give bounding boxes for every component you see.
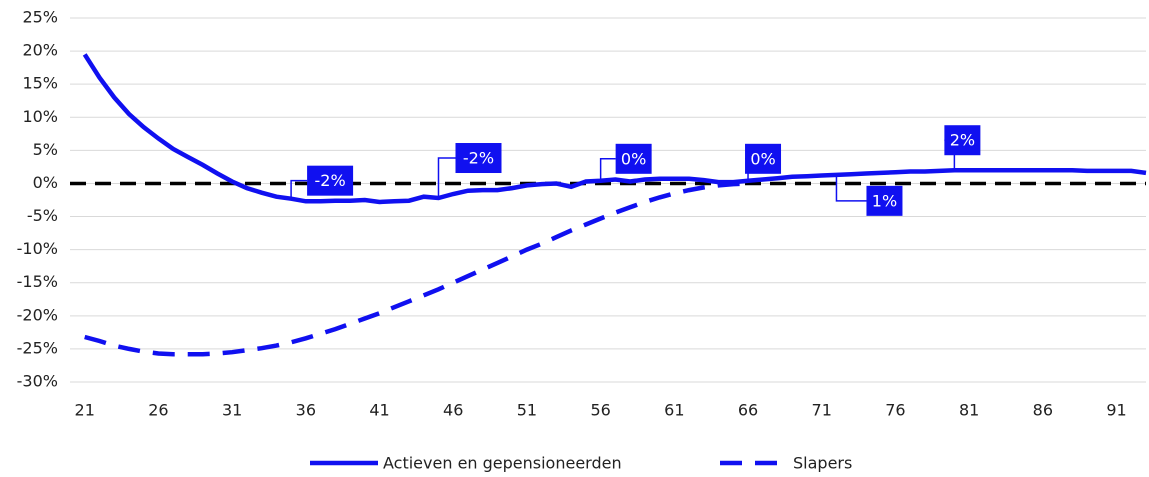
leader-line (835, 174, 867, 202)
x-tick-label: 66 (738, 401, 758, 420)
x-tick-label: 56 (590, 401, 610, 420)
y-tick-label: 20% (22, 41, 58, 60)
label-box (745, 143, 782, 174)
legend-label: Slapers (793, 454, 852, 473)
x-tick-label: 61 (664, 401, 684, 420)
series-line (82, 53, 1147, 205)
x-tick-label: 21 (75, 401, 95, 420)
y-tick-label: -25% (17, 338, 58, 357)
y-tick-label: 5% (33, 140, 58, 159)
x-tick-label: 81 (959, 401, 979, 420)
data-label: 0% (621, 149, 646, 168)
y-tick-label: -10% (17, 239, 58, 258)
x-tick-label: 36 (296, 401, 316, 420)
x-tick-label: 86 (1033, 401, 1053, 420)
label-box (615, 143, 652, 174)
legend-label: Actieven en gepensioneerden (383, 454, 622, 473)
y-tick-label: 10% (22, 107, 58, 126)
x-tick-label: 76 (885, 401, 905, 420)
data-label: -2% (463, 149, 494, 168)
data-label: 2% (950, 131, 975, 150)
label-box (455, 143, 502, 174)
y-tick-label: 0% (33, 173, 58, 192)
y-tick-label: -30% (17, 372, 58, 391)
leader-line (290, 179, 308, 199)
label-box (307, 165, 354, 196)
y-tick-label: 15% (22, 74, 58, 93)
data-label: -2% (315, 171, 346, 190)
x-tick-label: 41 (369, 401, 389, 420)
x-tick-label: 71 (812, 401, 832, 420)
label-box (944, 125, 981, 156)
data-label: 0% (750, 149, 775, 168)
data-label: 1% (872, 191, 897, 210)
x-tick-label: 91 (1106, 401, 1126, 420)
y-tick-label: -15% (17, 272, 58, 291)
y-tick-label: -5% (27, 206, 58, 225)
x-tick-label: 26 (148, 401, 168, 420)
label-box (866, 185, 903, 216)
leader-line (599, 158, 616, 181)
leader-line (437, 157, 456, 199)
x-tick-label: 31 (222, 401, 242, 420)
y-tick-label: -20% (17, 305, 58, 324)
x-tick-label: 51 (517, 401, 537, 420)
y-tick-label: 25% (22, 8, 58, 27)
x-tick-label: 46 (443, 401, 463, 420)
series-line (84, 181, 749, 357)
